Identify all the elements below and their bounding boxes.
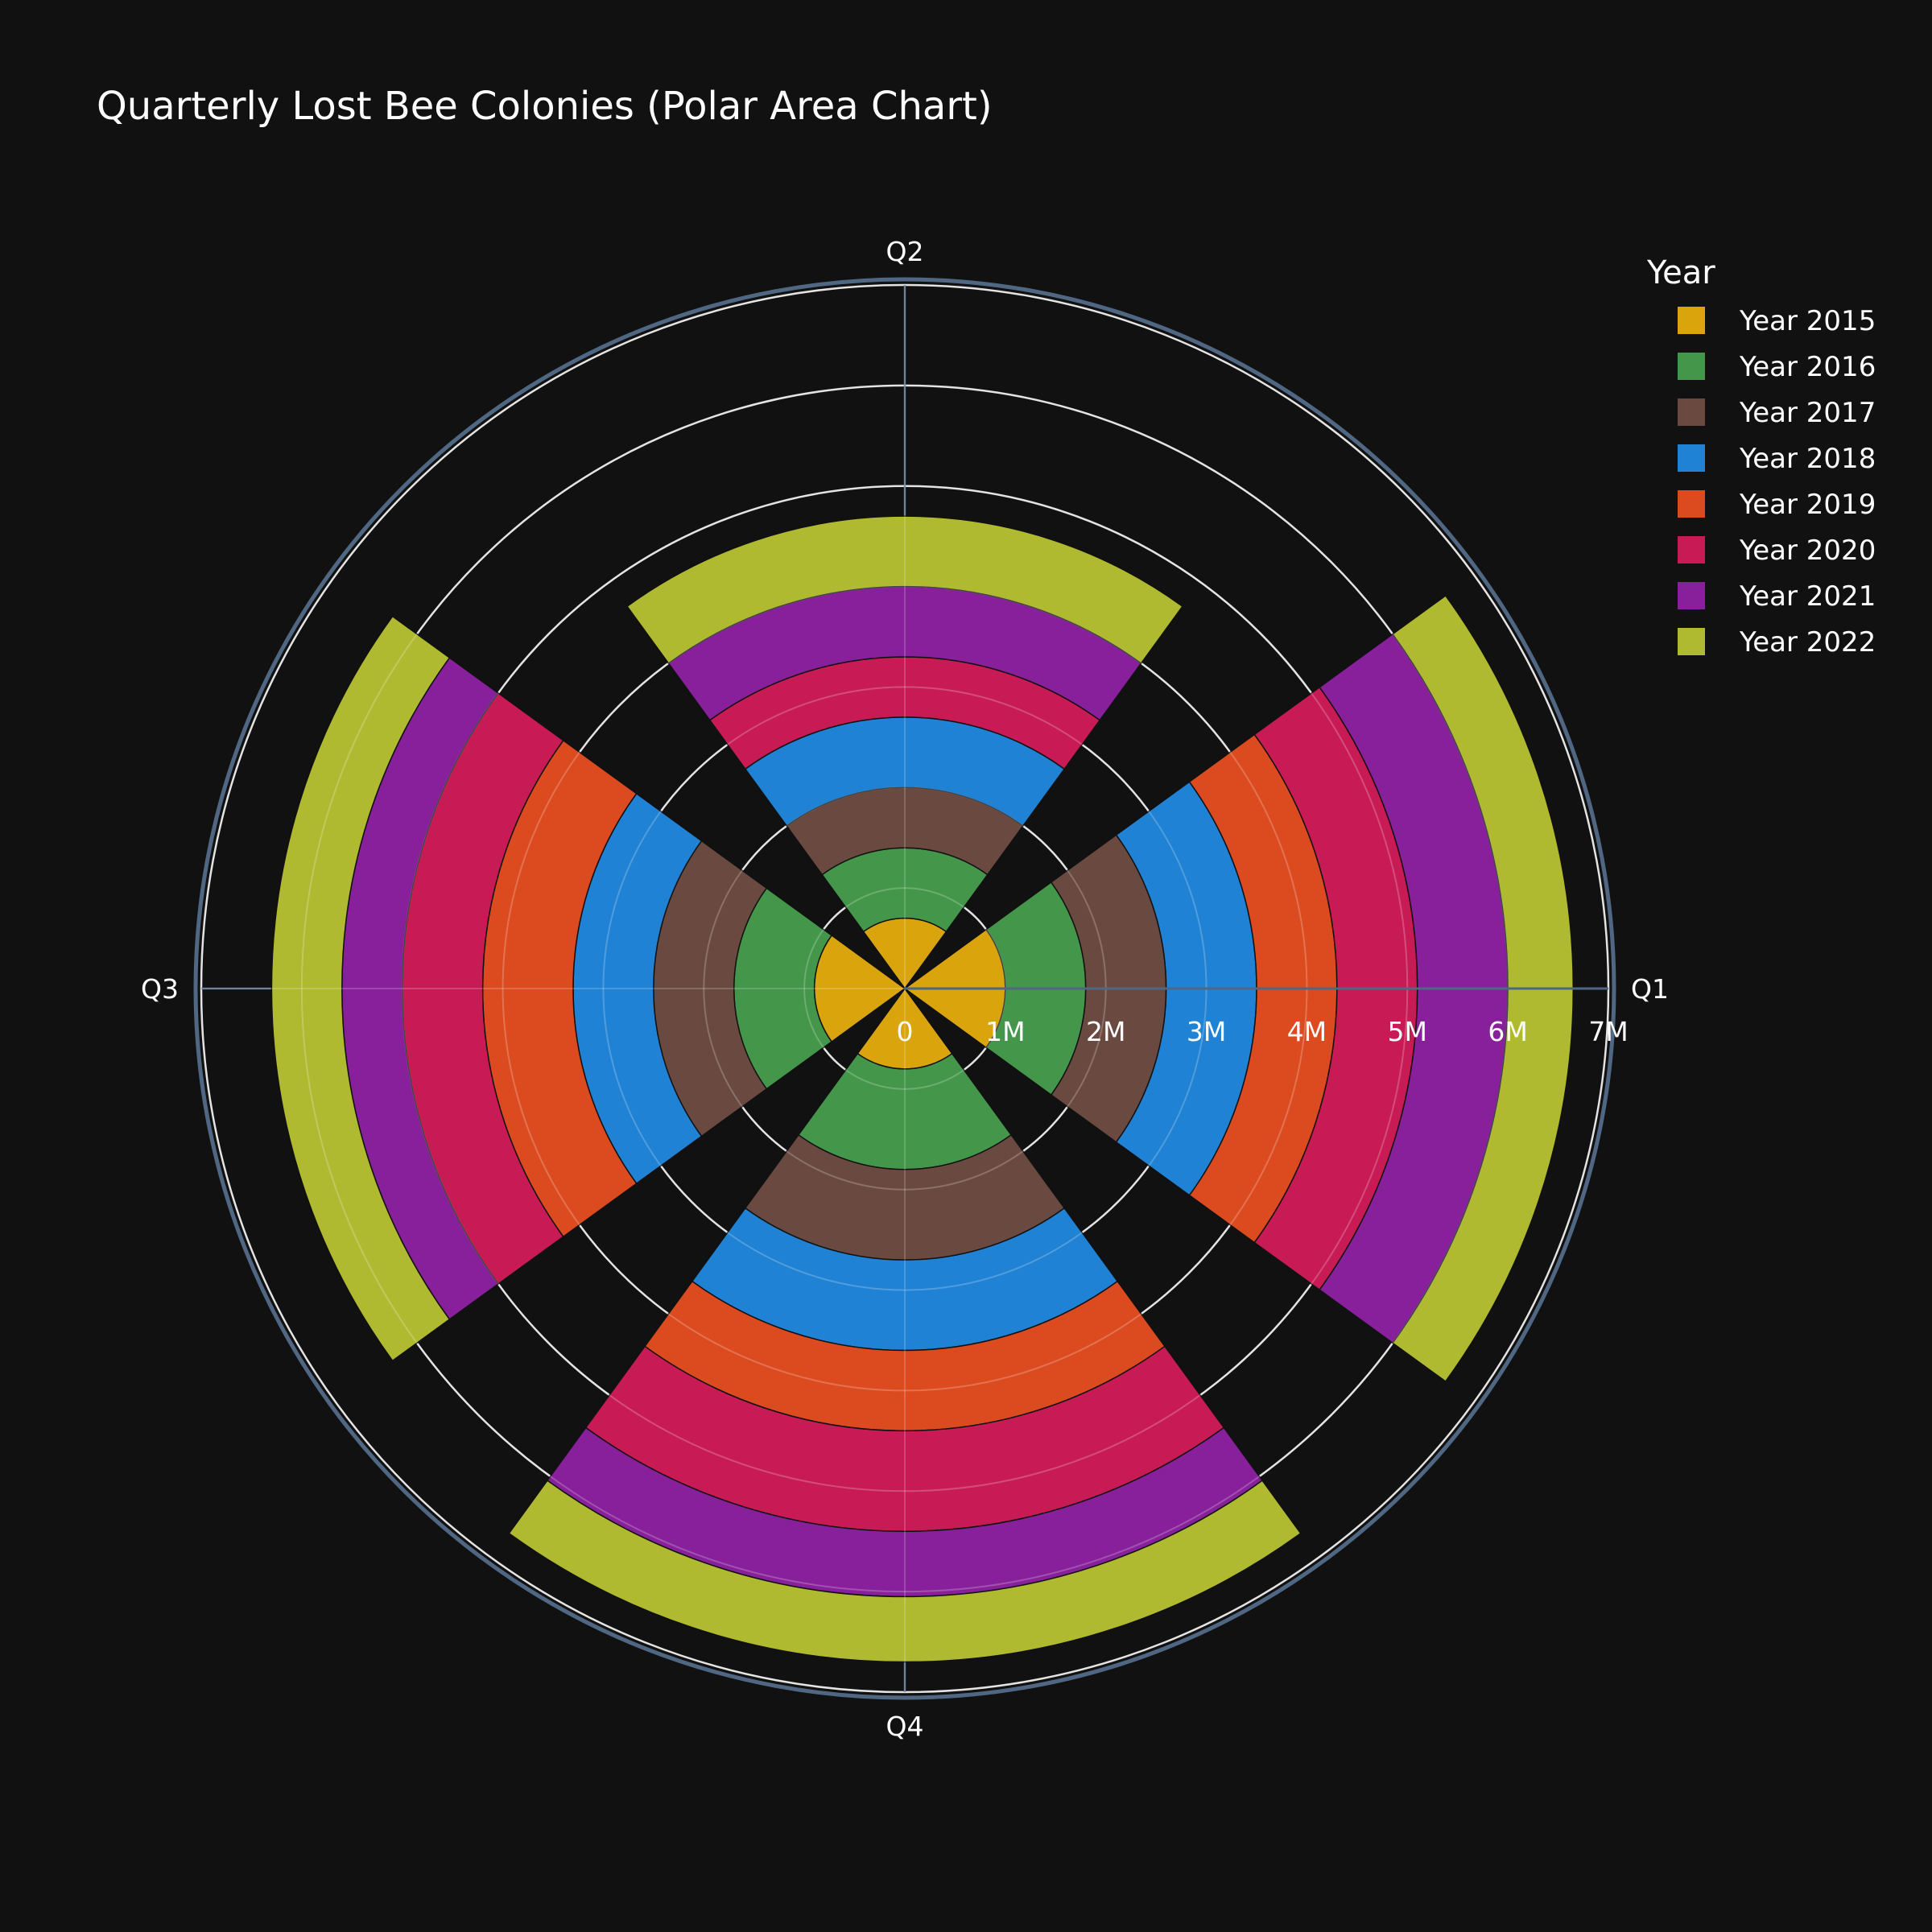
bar-q2-year-2022[interactable] [626, 515, 1183, 665]
legend-item[interactable]: Year 2018 [1678, 443, 1876, 475]
legend-label: Year 2018 [1739, 443, 1876, 475]
legend-swatch [1678, 628, 1705, 655]
legend-title: Year [1646, 254, 1715, 291]
legend-label: Year 2015 [1739, 305, 1876, 337]
legend-label: Year 2017 [1739, 397, 1876, 429]
angular-label-q2: Q2 [886, 236, 924, 267]
legend-item[interactable]: Year 2021 [1678, 580, 1876, 613]
radial-tick-label: 4M [1287, 1016, 1327, 1047]
legend[interactable]: Year Year 2015 Year 2016 Year 2017 Year 201… [1646, 254, 1876, 658]
bars [200, 284, 1609, 1693]
radial-tick-label: 7M [1588, 1016, 1628, 1047]
legend-item[interactable]: Year 2022 [1678, 626, 1876, 658]
radial-tick-label: 5M [1388, 1016, 1427, 1047]
radial-tick-label: 2M [1086, 1016, 1125, 1047]
angular-label-q4: Q4 [886, 1711, 924, 1742]
legend-item[interactable]: Year 2019 [1678, 489, 1876, 521]
angular-label-q3: Q3 [141, 973, 179, 1005]
legend-item[interactable]: Year 2020 [1678, 535, 1876, 567]
radial-tick-label: 0 [897, 1016, 914, 1047]
legend-swatch [1678, 444, 1705, 472]
radial-tick-label: 6M [1488, 1016, 1527, 1047]
bar-q3-year-2022[interactable] [270, 615, 451, 1362]
legend-swatch [1678, 490, 1705, 518]
angular-axis-ring [193, 277, 1616, 1700]
legend-item[interactable]: Year 2016 [1678, 351, 1876, 383]
radial-tick-label: 1M [985, 1016, 1025, 1047]
legend-swatch [1678, 582, 1705, 609]
bar-q4-year-2022[interactable] [508, 1480, 1302, 1663]
chart-title: Quarterly Lost Bee Colonies (Polar Area … [97, 84, 993, 129]
legend-swatch [1678, 398, 1705, 426]
bar-q1-year-2022[interactable] [1392, 594, 1575, 1383]
legend-item[interactable]: Year 2015 [1678, 305, 1876, 337]
legend-label: Year 2020 [1739, 535, 1876, 567]
legend-label: Year 2016 [1739, 351, 1876, 383]
angular-label-q1: Q1 [1631, 973, 1669, 1005]
legend-swatch [1678, 307, 1705, 334]
radial-tick-label: 3M [1187, 1016, 1226, 1047]
legend-label: Year 2019 [1739, 489, 1876, 521]
legend-swatch [1678, 536, 1705, 564]
legend-item[interactable]: Year 2017 [1678, 397, 1876, 429]
legend-swatch [1678, 353, 1705, 380]
legend-label: Year 2021 [1739, 580, 1876, 613]
legend-label: Year 2022 [1739, 626, 1876, 658]
